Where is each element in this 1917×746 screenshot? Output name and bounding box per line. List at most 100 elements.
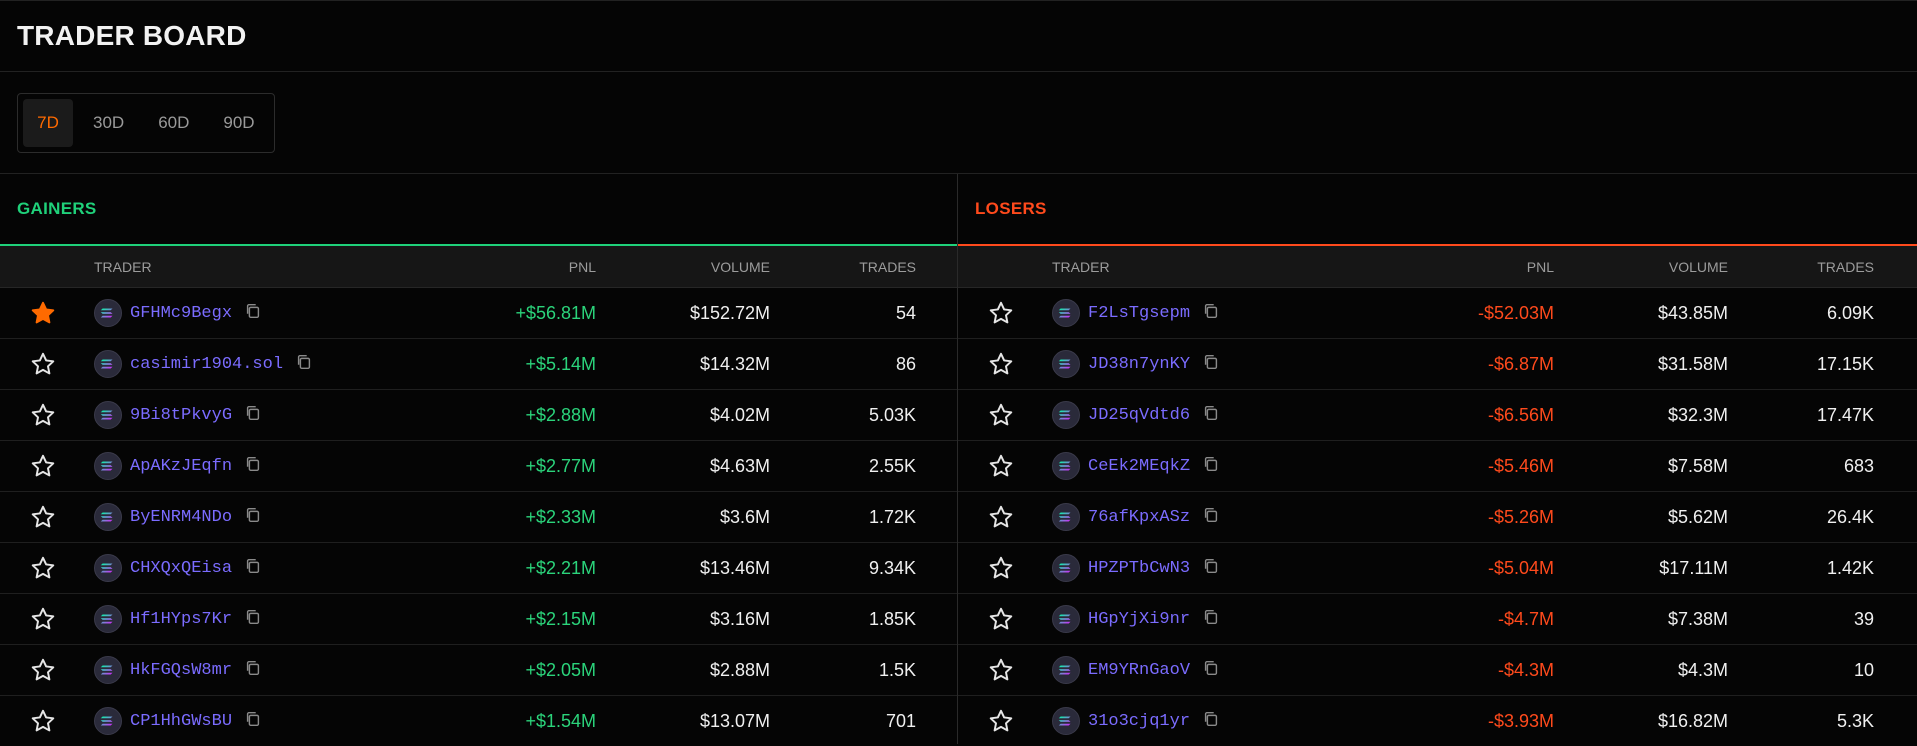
- trader-address-link[interactable]: HGpYjXi9nr: [1088, 609, 1191, 629]
- copy-icon[interactable]: [1198, 659, 1220, 682]
- copy-icon[interactable]: [1198, 353, 1220, 376]
- star-icon[interactable]: [988, 351, 1014, 377]
- table-row[interactable]: ByENRM4NDo +$2.33M $3.6M 1.72K: [0, 492, 957, 543]
- copy-icon[interactable]: [240, 302, 262, 325]
- trader-address-link[interactable]: JD25qVdtd6: [1088, 405, 1191, 425]
- trader-address-link[interactable]: JD38n7ynKY: [1088, 354, 1191, 374]
- star-icon[interactable]: [988, 606, 1014, 632]
- pnl-value: -$5.46M: [1487, 455, 1554, 476]
- favorite-star-button[interactable]: [0, 351, 78, 377]
- trader-address-link[interactable]: CP1HhGWsBU: [130, 711, 233, 731]
- trader-address-link[interactable]: CeEk2MEqkZ: [1088, 456, 1191, 476]
- table-row[interactable]: CeEk2MEqkZ -$5.46M $7.58M 683: [958, 441, 1917, 492]
- table-row[interactable]: JD38n7ynKY -$6.87M $31.58M 17.15K: [958, 339, 1917, 390]
- trader-address-link[interactable]: 31o3cjq1yr: [1088, 711, 1191, 731]
- star-icon[interactable]: [30, 402, 56, 428]
- table-row[interactable]: 31o3cjq1yr -$3.93M $16.82M 5.3K: [958, 696, 1917, 746]
- table-row[interactable]: HGpYjXi9nr -$4.7M $7.38M 39: [958, 594, 1917, 645]
- period-90d-button[interactable]: 90D: [223, 112, 255, 132]
- star-icon[interactable]: [30, 657, 56, 683]
- trader-address-link[interactable]: HkFGQsW8mr: [130, 660, 233, 680]
- copy-icon[interactable]: [291, 353, 313, 376]
- star-icon[interactable]: [30, 504, 56, 530]
- period-30d-button[interactable]: 30D: [93, 112, 125, 132]
- favorite-star-button[interactable]: [0, 453, 78, 479]
- star-icon[interactable]: [988, 300, 1014, 326]
- period-bar: 7D 30D 60D 90D: [0, 72, 1917, 174]
- table-row[interactable]: HkFGQsW8mr +$2.05M $2.88M 1.5K: [0, 645, 957, 696]
- star-icon[interactable]: [988, 402, 1014, 428]
- favorite-star-button[interactable]: [0, 402, 78, 428]
- trader-address-link[interactable]: GFHMc9Begx: [130, 303, 233, 323]
- favorite-star-button[interactable]: [0, 504, 78, 530]
- copy-icon[interactable]: [1198, 455, 1220, 478]
- copy-icon[interactable]: [240, 557, 262, 580]
- star-icon[interactable]: [988, 453, 1014, 479]
- copy-icon[interactable]: [1198, 608, 1220, 631]
- trader-address-link[interactable]: HPZPTbCwN3: [1088, 558, 1191, 578]
- star-icon[interactable]: [988, 657, 1014, 683]
- copy-icon[interactable]: [1198, 710, 1220, 733]
- solana-icon: [1052, 605, 1080, 633]
- trader-address-link[interactable]: casimir1904.sol: [130, 354, 284, 374]
- copy-icon[interactable]: [240, 608, 262, 631]
- table-row[interactable]: HPZPTbCwN3 -$5.04M $17.11M 1.42K: [958, 543, 1917, 594]
- table-row[interactable]: F2LsTgsepm -$52.03M $43.85M 6.09K: [958, 288, 1917, 339]
- trader-cell: HGpYjXi9nr: [1036, 605, 1316, 633]
- trader-address-link[interactable]: ByENRM4NDo: [130, 507, 233, 527]
- favorite-star-button[interactable]: [0, 657, 78, 683]
- table-row[interactable]: ApAKzJEqfn +$2.77M $4.63M 2.55K: [0, 441, 957, 492]
- star-icon[interactable]: [988, 555, 1014, 581]
- table-row[interactable]: GFHMc9Begx +$56.81M $152.72M 54: [0, 288, 957, 339]
- star-icon[interactable]: [30, 300, 56, 326]
- table-row[interactable]: 76afKpxASz -$5.26M $5.62M 26.4K: [958, 492, 1917, 543]
- favorite-star-button[interactable]: [0, 300, 78, 326]
- trader-cell: 76afKpxASz: [1036, 503, 1316, 531]
- period-60d-button[interactable]: 60D: [158, 112, 190, 132]
- favorite-star-button[interactable]: [958, 300, 1036, 326]
- favorite-star-button[interactable]: [0, 555, 78, 581]
- table-row[interactable]: CHXQxQEisa +$2.21M $13.46M 9.34K: [0, 543, 957, 594]
- table-row[interactable]: Hf1HYps7Kr +$2.15M $3.16M 1.85K: [0, 594, 957, 645]
- trades-value: 17.47K: [1816, 404, 1874, 425]
- copy-icon[interactable]: [1198, 557, 1220, 580]
- star-icon[interactable]: [988, 504, 1014, 530]
- copy-icon[interactable]: [1198, 404, 1220, 427]
- period-7d-button[interactable]: 7D: [23, 98, 73, 147]
- copy-icon[interactable]: [240, 710, 262, 733]
- favorite-star-button[interactable]: [958, 555, 1036, 581]
- copy-icon[interactable]: [1198, 506, 1220, 529]
- copy-icon[interactable]: [240, 455, 262, 478]
- table-row[interactable]: 9Bi8tPkvyG +$2.88M $4.02M 5.03K: [0, 390, 957, 441]
- favorite-star-button[interactable]: [958, 402, 1036, 428]
- trader-address-link[interactable]: F2LsTgsepm: [1088, 303, 1191, 323]
- trader-address-link[interactable]: 76afKpxASz: [1088, 507, 1191, 527]
- copy-icon[interactable]: [1198, 302, 1220, 325]
- star-icon[interactable]: [30, 453, 56, 479]
- trader-address-link[interactable]: Hf1HYps7Kr: [130, 609, 233, 629]
- trader-address-link[interactable]: CHXQxQEisa: [130, 558, 233, 578]
- table-row[interactable]: JD25qVdtd6 -$6.56M $32.3M 17.47K: [958, 390, 1917, 441]
- table-row[interactable]: CP1HhGWsBU +$1.54M $13.07M 701: [0, 696, 957, 746]
- favorite-star-button[interactable]: [958, 606, 1036, 632]
- star-icon[interactable]: [30, 708, 56, 734]
- table-row[interactable]: casimir1904.sol +$5.14M $14.32M 86: [0, 339, 957, 390]
- favorite-star-button[interactable]: [958, 453, 1036, 479]
- trader-address-link[interactable]: 9Bi8tPkvyG: [130, 405, 233, 425]
- copy-icon[interactable]: [240, 659, 262, 682]
- favorite-star-button[interactable]: [0, 606, 78, 632]
- trader-address-link[interactable]: ApAKzJEqfn: [130, 456, 233, 476]
- star-icon[interactable]: [30, 555, 56, 581]
- favorite-star-button[interactable]: [958, 504, 1036, 530]
- star-icon[interactable]: [30, 606, 56, 632]
- favorite-star-button[interactable]: [0, 708, 78, 734]
- star-icon[interactable]: [30, 351, 56, 377]
- star-icon[interactable]: [988, 708, 1014, 734]
- copy-icon[interactable]: [240, 506, 262, 529]
- favorite-star-button[interactable]: [958, 708, 1036, 734]
- trader-address-link[interactable]: EM9YRnGaoV: [1088, 660, 1191, 680]
- favorite-star-button[interactable]: [958, 351, 1036, 377]
- favorite-star-button[interactable]: [958, 657, 1036, 683]
- table-row[interactable]: EM9YRnGaoV -$4.3M $4.3M 10: [958, 645, 1917, 696]
- copy-icon[interactable]: [240, 404, 262, 427]
